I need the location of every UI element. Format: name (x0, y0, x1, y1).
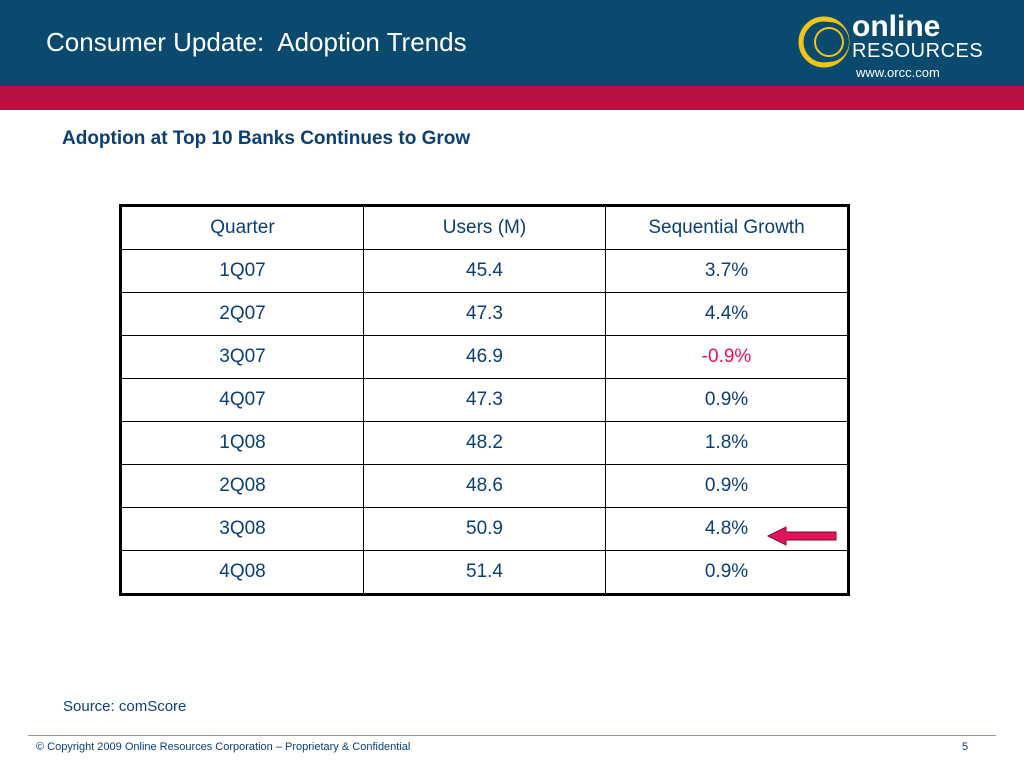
logo-word-resources: RESOURCES (852, 40, 984, 62)
cell-quarter: 1Q08 (120, 421, 364, 465)
footer-divider (28, 735, 996, 736)
adoption-table: Quarter Users (M) Sequential Growth 1Q07… (119, 204, 850, 596)
header-quarter: Quarter (120, 205, 364, 250)
logo-url: www.orcc.com (856, 65, 940, 80)
table-header-row: Quarter Users (M) Sequential Growth (120, 205, 849, 250)
table-row: 4Q07 47.3 0.9% (120, 378, 849, 422)
table-row: 4Q08 51.4 0.9% (120, 550, 849, 595)
cell-growth: 0.9% (605, 550, 849, 595)
cell-quarter: 3Q08 (120, 507, 364, 551)
cell-users: 45.4 (363, 249, 606, 293)
header-bar (0, 0, 1024, 86)
cell-quarter: 4Q07 (120, 378, 364, 422)
cell-users: 46.9 (363, 335, 606, 379)
company-logo: online RESOURCES www.orcc.com (796, 12, 996, 82)
cell-quarter: 1Q07 (120, 249, 364, 293)
cell-growth-negative: -0.9% (605, 335, 849, 379)
cell-quarter: 2Q08 (120, 464, 364, 508)
cell-growth: 4.4% (605, 292, 849, 336)
accent-stripe (0, 86, 1024, 110)
cell-quarter: 4Q08 (120, 550, 364, 595)
ring-logo-icon (798, 16, 850, 68)
cell-users: 50.9 (363, 507, 606, 551)
slide-title: Consumer Update: Adoption Trends (46, 27, 467, 57)
page-number: 5 (962, 741, 969, 753)
cell-growth: 3.7% (605, 249, 849, 293)
slide-subtitle: Adoption at Top 10 Banks Continues to Gr… (62, 128, 471, 149)
cell-quarter: 2Q07 (120, 292, 364, 336)
cell-growth: 0.9% (605, 464, 849, 508)
cell-quarter: 3Q07 (120, 335, 364, 379)
cell-users: 47.3 (363, 378, 606, 422)
cell-users: 51.4 (363, 550, 606, 595)
cell-growth: 0.9% (605, 378, 849, 422)
left-arrow-icon (766, 526, 837, 546)
table-row: 2Q07 47.3 4.4% (120, 292, 849, 336)
logo-word-online: online (852, 10, 941, 43)
cell-users: 48.2 (363, 421, 606, 465)
table-row: 3Q07 46.9 -0.9% (120, 335, 849, 379)
cell-users: 47.3 (363, 292, 606, 336)
header-growth: Sequential Growth (605, 205, 849, 250)
footer-copyright: © Copyright 2009 Online Resources Corpor… (36, 741, 411, 753)
header-users: Users (M) (363, 205, 606, 250)
table-row: 1Q08 48.2 1.8% (120, 421, 849, 465)
cell-users: 48.6 (363, 464, 606, 508)
source-note: Source: comScore (63, 698, 187, 715)
table-row: 3Q08 50.9 4.8% (120, 507, 849, 551)
table-row: 2Q08 48.6 0.9% (120, 464, 849, 508)
cell-growth: 1.8% (605, 421, 849, 465)
table-row: 1Q07 45.4 3.7% (120, 249, 849, 293)
